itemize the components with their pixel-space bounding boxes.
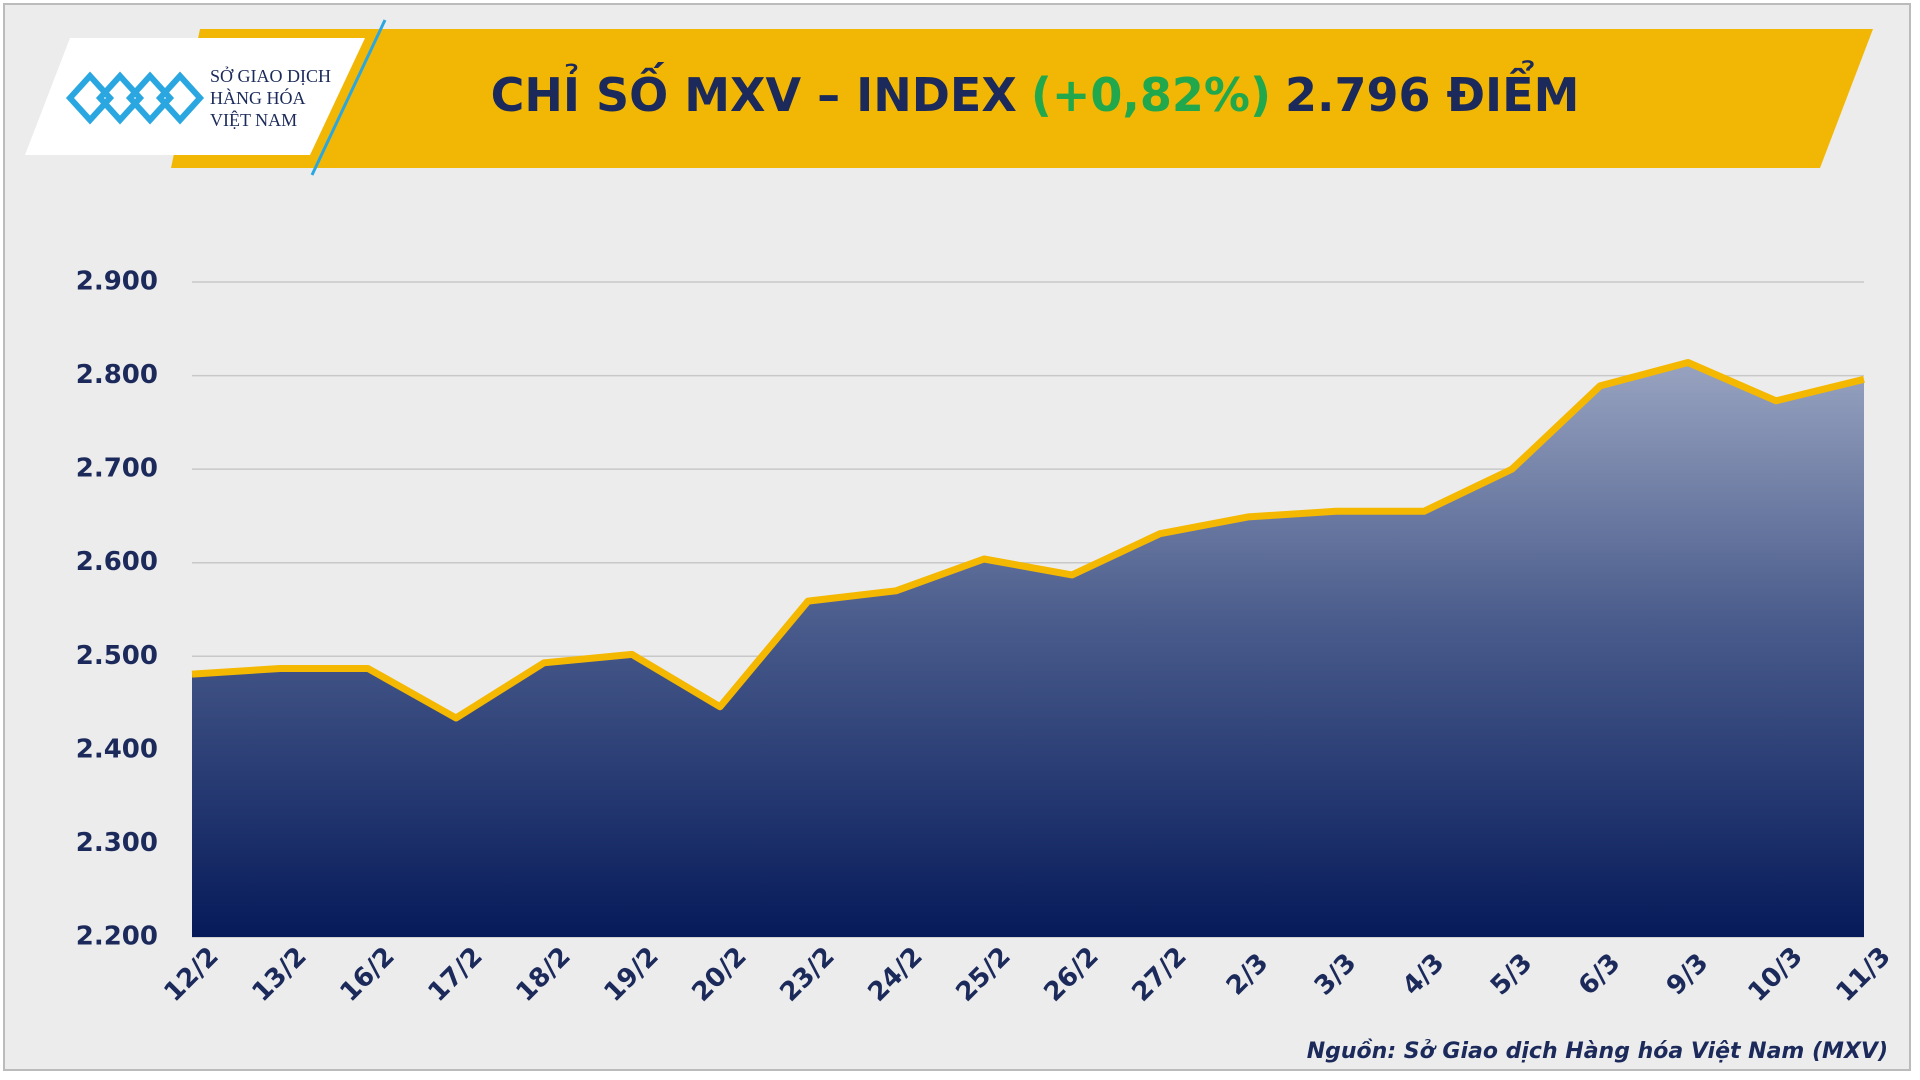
title-name: CHỈ SỐ MXV – INDEX bbox=[491, 62, 1017, 122]
source: Nguồn: Sở Giao dịch Hàng hóa Việt Nam (M… bbox=[1307, 1039, 1888, 1064]
logo-icon bbox=[65, 71, 205, 125]
y-tick-label: 2.600 bbox=[76, 547, 158, 577]
y-tick-label: 2.700 bbox=[76, 454, 158, 484]
y-tick-label: 2.200 bbox=[76, 922, 158, 952]
banner bbox=[171, 29, 1873, 168]
y-tick-label: 2.500 bbox=[76, 641, 158, 671]
line bbox=[191, 359, 1865, 722]
logo-stripe bbox=[310, 19, 387, 176]
logo-text: SỞ GIAO DỊCH bbox=[210, 65, 331, 86]
logo-text: VIỆT NAM bbox=[210, 109, 297, 130]
y-tick-label: 2.400 bbox=[76, 734, 158, 764]
title-level: 2.796 ĐIỂM bbox=[1285, 60, 1579, 122]
area bbox=[192, 362, 1864, 937]
title-change: (+0,82%) bbox=[1031, 68, 1271, 122]
y-tick-label: 2.300 bbox=[76, 828, 158, 858]
y-tick-label: 2.800 bbox=[76, 360, 158, 390]
y-tick-label: 2.900 bbox=[76, 267, 158, 297]
chart-title: CHỈ SỐ MXV – INDEX (+0,82%) 2.796 ĐIỂM bbox=[491, 60, 1580, 122]
logo-text: HÀNG HÓA bbox=[210, 87, 306, 108]
